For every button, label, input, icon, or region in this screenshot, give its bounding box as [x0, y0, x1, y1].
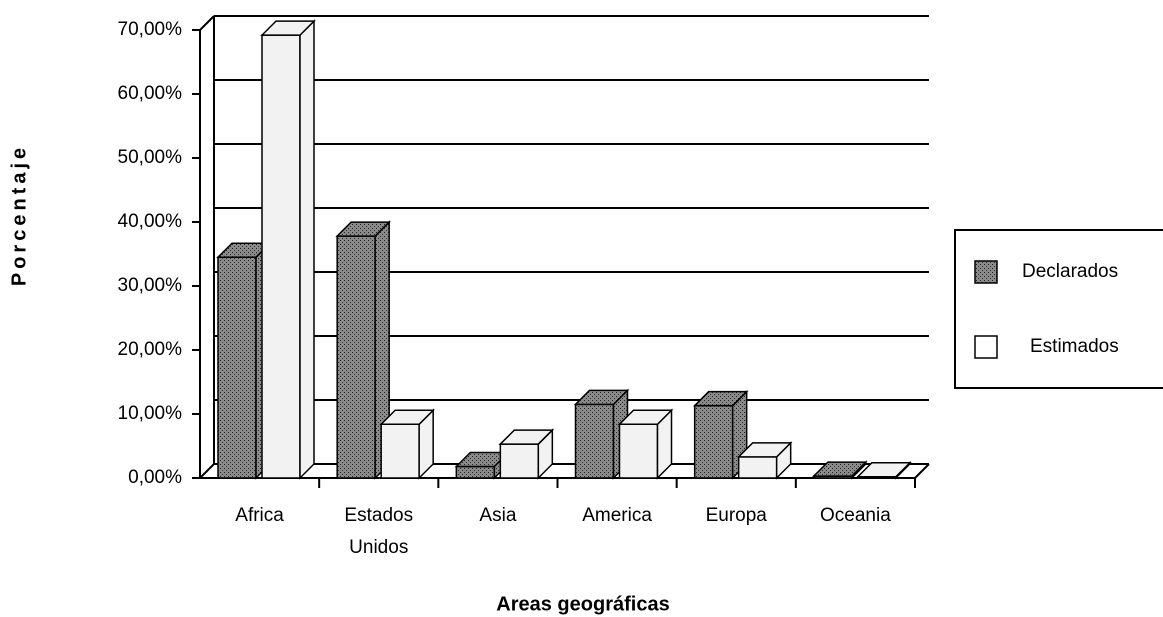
- bar-front: [217, 256, 257, 479]
- bar: [617, 408, 674, 480]
- side-wall: [199, 15, 930, 479]
- bar-side: [299, 19, 315, 480]
- legend-box: [954, 229, 1163, 389]
- x-tick-label: Europa: [706, 505, 768, 526]
- y-axis-title: Porcentaje: [8, 144, 30, 286]
- bar-front: [693, 404, 734, 479]
- bar-front: [336, 235, 376, 479]
- bar-front: [499, 443, 540, 479]
- x-tick-label: Africa: [235, 505, 284, 526]
- bar-top: [736, 442, 793, 458]
- y-tick-label: 60,00%: [118, 83, 183, 104]
- x-axis-title: Areas geográficas: [496, 593, 669, 615]
- legend-label: Declarados: [1022, 261, 1118, 282]
- bar: [379, 408, 435, 480]
- bar: [335, 220, 391, 480]
- y-tick-label: 70,00%: [118, 19, 183, 40]
- bar-front: [737, 456, 778, 479]
- bar: [573, 388, 630, 480]
- x-tick-label: Oceania: [820, 505, 891, 526]
- x-tick-label: America: [582, 505, 652, 526]
- legend-label: Estimados: [1030, 336, 1119, 357]
- bar-top: [260, 20, 316, 36]
- y-tick-label: 10,00%: [118, 403, 183, 424]
- bar-front: [618, 423, 659, 479]
- bar-top: [335, 221, 391, 237]
- bar-top: [812, 461, 868, 477]
- bar-top: [573, 389, 630, 406]
- x-tick-label: Asia: [479, 505, 516, 526]
- y-tick-label: 20,00%: [118, 339, 183, 360]
- bar: [498, 428, 555, 480]
- y-tick-label: 50,00%: [118, 147, 183, 168]
- bar-front: [574, 403, 615, 479]
- y-tick-label: 40,00%: [118, 211, 183, 232]
- bar-top: [692, 390, 749, 407]
- bar-front: [455, 465, 496, 479]
- y-tick-label: 30,00%: [118, 275, 183, 296]
- bar-top: [856, 461, 912, 478]
- bar-top: [617, 409, 674, 425]
- legend-swatch: [974, 335, 998, 359]
- legend-swatch: [974, 260, 998, 284]
- bar-front: [261, 34, 301, 479]
- y-tick-label: 0,00%: [128, 467, 182, 488]
- bar-top: [498, 429, 555, 445]
- legend: Declarados Estimados: [954, 229, 1163, 389]
- bar-front: [380, 423, 420, 479]
- back-wall: [213, 16, 929, 465]
- x-tick-label: Estados Unidos: [344, 505, 413, 558]
- bar: [260, 19, 316, 480]
- bar: [856, 460, 912, 480]
- bar-top: [379, 409, 435, 425]
- bar: [812, 460, 868, 480]
- bar: [736, 441, 793, 480]
